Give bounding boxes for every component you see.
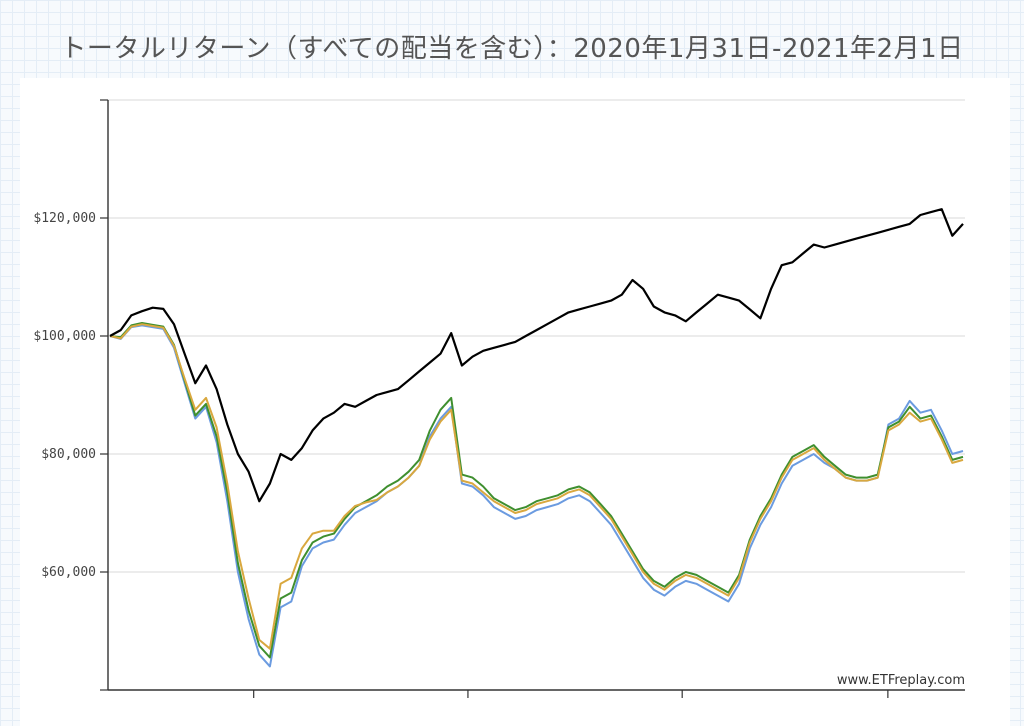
plot-panel: $60,000 $80,000 $100,000 $120,000 www.ETFre… bbox=[20, 78, 1010, 726]
y-tick-label: $60,000 bbox=[41, 565, 96, 580]
series-lines bbox=[109, 208, 964, 668]
watermark-text: www.ETFreplay.com bbox=[837, 673, 965, 688]
y-tick-label: $100,000 bbox=[33, 329, 96, 344]
y-tick-label: $120,000 bbox=[33, 211, 96, 226]
series-line-1 bbox=[109, 324, 964, 668]
chart-title: トータルリターン（すべての配当を含む）：2020年1月31日-2021年2月1日 bbox=[60, 34, 964, 64]
y-tick-label: $80,000 bbox=[41, 447, 96, 462]
axes: $60,000 $80,000 $100,000 $120,000 bbox=[33, 99, 965, 698]
series-line-2 bbox=[109, 322, 964, 659]
series-line-3 bbox=[109, 323, 964, 650]
line-chart: $60,000 $80,000 $100,000 $120,000 www.ETFre… bbox=[33, 99, 965, 698]
series-line-0 bbox=[109, 208, 964, 503]
gridlines bbox=[108, 99, 965, 573]
